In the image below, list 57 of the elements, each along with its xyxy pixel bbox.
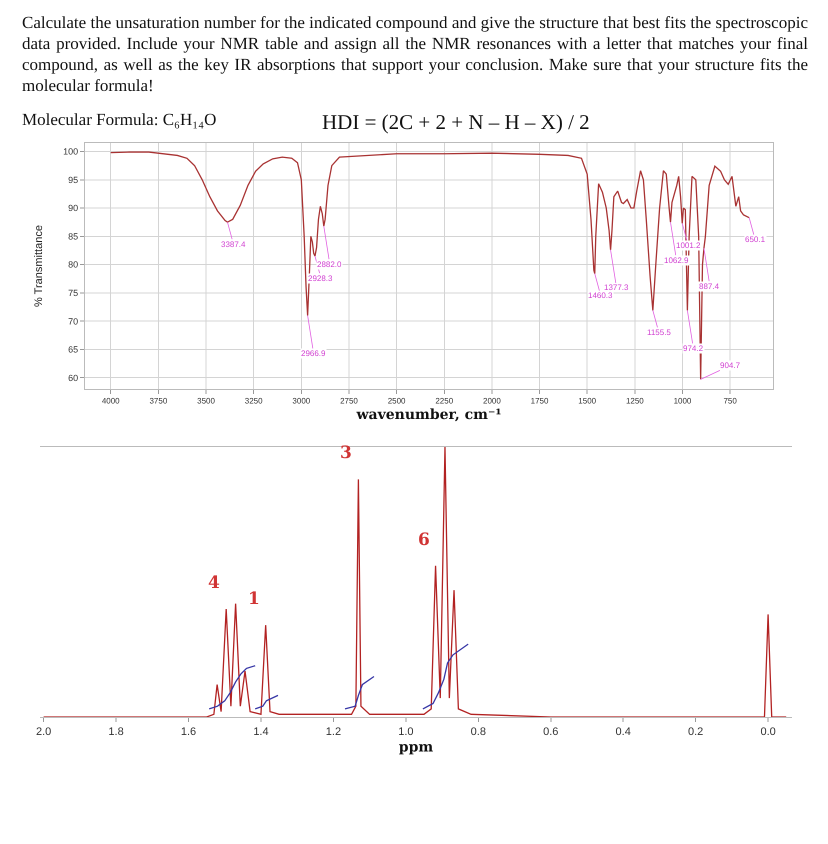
annotation: 3 bbox=[340, 443, 352, 463]
annotation: 1377.3 bbox=[604, 283, 630, 292]
x-tick-label: 0.6 bbox=[543, 726, 558, 738]
y-axis-title: % Transmittance bbox=[32, 225, 45, 307]
x-tick-label: 3500 bbox=[197, 396, 216, 406]
chart-title: Calculate the unsaturation number for the indicated compound and give the structure that best fits the spectroscopic data provided. Include your NMR table and assign all the NMR resonances with a letter that matches your final compound, as well as the key IR absorptions that support your conclusion. Make sure that your structure fits the molecular formula! bbox=[21, 12, 809, 96]
annotation: 1 bbox=[248, 589, 260, 609]
chart-subtitle: Molecular Formula: C₆H₁₄O bbox=[22, 110, 218, 131]
y-tick-label: 70 bbox=[68, 316, 78, 326]
x-tick-label: 3250 bbox=[244, 396, 264, 406]
x-tick-label: 1500 bbox=[578, 396, 597, 406]
x-tick-label: 1.2 bbox=[326, 726, 342, 738]
y-tick-label: 80 bbox=[68, 260, 78, 270]
annotation: 2882.0 bbox=[317, 260, 342, 269]
x-tick-label: 1.4 bbox=[253, 726, 269, 738]
x-tick-label: 2500 bbox=[388, 396, 406, 406]
x-tick-label: 1250 bbox=[626, 396, 644, 406]
x-tick-label: 2000 bbox=[482, 396, 502, 406]
annotation: 1155.5 bbox=[647, 328, 672, 337]
x-tick-label: 1000 bbox=[674, 396, 692, 406]
x-tick-label: 0.8 bbox=[470, 726, 486, 738]
y-tick-label: 90 bbox=[68, 203, 78, 214]
annotation: 3387.4 bbox=[221, 240, 246, 249]
y-tick-label: 85 bbox=[68, 231, 78, 242]
annotation: 1460.3 bbox=[588, 291, 614, 300]
x-tick-label: 3750 bbox=[149, 396, 168, 406]
text: HDI = (2C + 2 + N – H – X) / 2 bbox=[322, 110, 590, 135]
annotation: 6 bbox=[418, 530, 430, 550]
annotation: 1001.2 bbox=[676, 241, 702, 250]
annotation: 4 bbox=[208, 573, 220, 593]
x-tick-label: 0.2 bbox=[688, 726, 704, 738]
y-tick-label: 75 bbox=[68, 288, 78, 298]
annotation: 1062.9 bbox=[664, 256, 690, 265]
annotation: 2966.9 bbox=[301, 349, 326, 358]
annotation: 887.4 bbox=[699, 282, 720, 291]
x-tick-label: 3000 bbox=[292, 396, 311, 406]
y-tick-label: 95 bbox=[68, 174, 78, 185]
annotation: 650.1 bbox=[745, 235, 766, 244]
x-tick-label: 2750 bbox=[340, 396, 358, 406]
y-tick-label: 60 bbox=[68, 372, 78, 383]
x-tick-label: 1750 bbox=[530, 396, 549, 406]
annotation: 974.2 bbox=[683, 344, 704, 353]
annotation: 904.7 bbox=[720, 361, 741, 370]
x-tick-label: 0.4 bbox=[616, 726, 631, 738]
x-tick-label: 1.6 bbox=[180, 726, 196, 738]
annotation: 2928.3 bbox=[308, 274, 334, 283]
x-tick-label: 4000 bbox=[102, 396, 120, 406]
x-axis-title: wavenumber, cm⁻¹ bbox=[356, 406, 502, 423]
x-tick-label: 1.8 bbox=[108, 726, 124, 738]
y-tick-label: 65 bbox=[68, 344, 78, 355]
x-axis-title: ppm bbox=[398, 740, 434, 756]
x-tick-label: 1.0 bbox=[398, 726, 414, 738]
x-tick-label: 0.0 bbox=[760, 726, 776, 738]
x-tick-label: 2250 bbox=[435, 396, 454, 406]
x-tick-label: 750 bbox=[723, 396, 738, 406]
y-tick-label: 100 bbox=[63, 146, 78, 157]
x-tick-label: 2.0 bbox=[36, 726, 52, 738]
